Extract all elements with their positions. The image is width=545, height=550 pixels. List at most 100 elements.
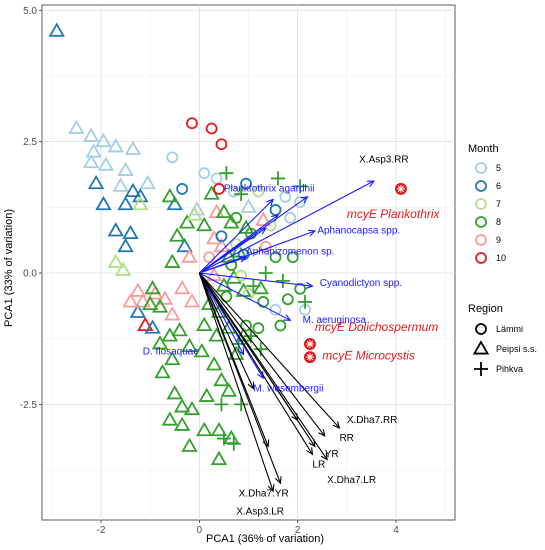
vector-arrowhead (318, 428, 326, 437)
data-point (203, 251, 216, 264)
vector-label: Aphanizomenon sp. (246, 247, 334, 258)
data-point (173, 279, 191, 295)
data-point (186, 206, 203, 221)
vector-arrowhead (300, 196, 309, 204)
y-tick-label: 0.0 (23, 269, 37, 280)
data-point (258, 266, 273, 281)
data-point (293, 179, 308, 194)
loading-vector (199, 256, 247, 274)
loading-vector (198, 272, 269, 447)
data-point (210, 450, 228, 466)
data-point (107, 253, 124, 268)
data-point (198, 387, 215, 402)
region-legend-entries: Lämmi Peipsi s.s. Pihkva (472, 323, 537, 376)
data-point (117, 161, 134, 176)
month-legend-label: 9 (496, 235, 501, 245)
mcye-label: mcyE Plankothrix (347, 207, 441, 221)
data-point (107, 222, 124, 237)
vector-arrowhead (247, 381, 255, 390)
vector-label: M. wesembergii (253, 383, 323, 394)
vector-arrowhead (274, 476, 282, 485)
loading-vector (199, 180, 375, 274)
data-point (87, 174, 105, 190)
vector-label: X.Dha7.YR (239, 488, 289, 499)
x-tick-label: 0 (197, 525, 203, 536)
data-point (246, 279, 261, 294)
data-point (117, 195, 134, 211)
month-legend-label: 7 (496, 199, 501, 209)
data-point (196, 216, 213, 232)
legend: Month Region 5 6 7 8 9 10 Lämmi Peipsi s.s. Pih… (468, 143, 537, 376)
data-point (82, 153, 100, 169)
vector-arrowhead (271, 214, 280, 222)
loading-vector (198, 272, 254, 389)
data-point (114, 261, 132, 276)
vector-label: X.Asp3.LR (236, 507, 284, 518)
data-point (124, 140, 142, 155)
data-point (210, 421, 228, 437)
data-point (171, 322, 188, 337)
data-point (228, 345, 245, 360)
loading-vector (198, 272, 299, 421)
vector-arrowhead (239, 255, 248, 263)
data-point (173, 398, 191, 413)
data-point (281, 293, 294, 306)
vector-arrowhead (305, 281, 314, 289)
data-point (193, 343, 210, 358)
data-point (178, 214, 196, 229)
data-point (151, 335, 169, 350)
month-legend-key (475, 162, 487, 174)
data-point (156, 290, 174, 305)
region-legend-label: Peipsi s.s. (496, 344, 537, 354)
vector-arrowhead (366, 180, 375, 188)
data-point (255, 211, 272, 226)
vector-arrowhead (307, 229, 317, 237)
data-point (173, 416, 191, 431)
region-legend-key (472, 340, 490, 355)
data-point (161, 188, 179, 203)
vector-label: M. aeruginosa (303, 315, 367, 326)
data-point (122, 224, 139, 240)
loading-vector (198, 272, 326, 437)
month-legend-key (475, 198, 487, 210)
mcye-label: mcyE Microcystis (322, 349, 415, 363)
data-point (240, 198, 257, 213)
scatter-points (48, 22, 407, 466)
vector-label: D. flosaquae (143, 346, 200, 357)
data-point (215, 138, 228, 151)
vector-arrowhead (306, 447, 314, 456)
vector-arrowhead (332, 421, 341, 429)
data-point (215, 277, 233, 292)
vector-arrowhead (308, 439, 316, 448)
x-tick-label: 4 (393, 525, 399, 536)
loading-vector (199, 272, 291, 321)
data-point (220, 382, 238, 397)
vector-arrowhead (283, 314, 292, 321)
x-axis-title: PCA1 (36% of variation) (206, 533, 324, 545)
data-point (183, 293, 201, 308)
data-point (117, 237, 134, 253)
data-point (95, 195, 112, 211)
data-point (225, 259, 238, 272)
mcye-point-spoke (306, 353, 314, 361)
region-legend-label: Lämmi (496, 324, 523, 334)
axis-ticks: -2 0 2 4 -2.5 0.0 2.5 5.0 (20, 6, 399, 536)
data-point (181, 248, 198, 263)
data-point (219, 166, 234, 181)
vector-arrowhead (266, 198, 274, 207)
data-point (226, 436, 241, 451)
data-point (137, 316, 154, 332)
data-point (166, 385, 183, 400)
data-point (124, 182, 142, 198)
data-point (198, 167, 211, 180)
data-point (227, 185, 240, 198)
month-legend-label: 10 (496, 253, 506, 263)
data-point (164, 253, 181, 268)
month-legend-title: Month (468, 143, 499, 155)
y-tick-label: 2.5 (23, 137, 37, 148)
data-point (169, 227, 186, 242)
data-point (139, 174, 156, 190)
mcye-point (303, 337, 316, 350)
vector-label: YR (325, 449, 339, 460)
